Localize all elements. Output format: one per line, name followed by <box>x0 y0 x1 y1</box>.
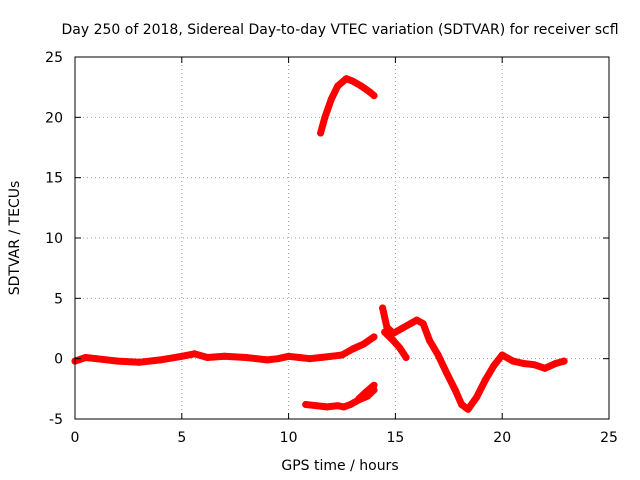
data-point <box>458 401 466 408</box>
data-point <box>389 337 397 345</box>
data-point <box>221 352 228 360</box>
data-point <box>370 333 378 341</box>
x-tick-label: 25 <box>600 430 618 446</box>
data-point <box>349 77 357 85</box>
y-tick-label: 20 <box>45 110 63 126</box>
x-tick-label: 15 <box>386 430 404 446</box>
data-point <box>370 381 378 389</box>
data-point <box>317 354 325 361</box>
series-dip-branch <box>381 328 410 361</box>
data-point <box>203 354 211 361</box>
data-point <box>327 95 335 103</box>
data-point <box>302 401 310 408</box>
data-point <box>434 351 442 359</box>
data-point <box>509 357 517 365</box>
x-tick-label: 10 <box>280 430 298 446</box>
data-point <box>274 355 282 363</box>
x-tick-label: 20 <box>493 430 511 446</box>
data-point <box>451 386 459 394</box>
data-point <box>552 360 560 367</box>
data-point <box>520 360 528 367</box>
x-tick-label: 5 <box>177 430 186 446</box>
data-point <box>362 389 369 396</box>
data-point <box>321 113 329 121</box>
y-tick-label: 25 <box>45 50 63 66</box>
data-point <box>357 82 365 90</box>
data-point <box>473 393 481 401</box>
x-axis-label: GPS time / hours <box>281 458 398 474</box>
y-axis-label: SDTVAR / TECUs <box>7 181 23 296</box>
y-tick-label: 5 <box>54 291 63 307</box>
data-point <box>295 354 303 361</box>
data-point <box>481 376 489 384</box>
data-point <box>334 82 342 90</box>
data-point <box>342 75 350 83</box>
data-point <box>306 355 314 363</box>
tick-layer: 0 5 10 15 20 25 -5 0 5 10 15 20 25 <box>45 50 618 446</box>
data-point <box>312 402 320 410</box>
data-point <box>381 328 389 336</box>
data-point <box>541 364 549 372</box>
data-point <box>338 351 346 359</box>
grid <box>75 57 609 419</box>
data-point <box>135 358 143 366</box>
data-point <box>82 354 90 361</box>
data-point <box>349 345 357 353</box>
data-point <box>178 352 186 360</box>
data-point <box>359 340 367 348</box>
series-layer <box>71 75 568 413</box>
data-point <box>327 352 335 360</box>
data-point <box>464 405 472 413</box>
data-point <box>413 316 421 324</box>
data-point <box>317 129 325 137</box>
data-point <box>370 92 378 100</box>
data-point <box>498 351 506 359</box>
data-point <box>334 402 342 410</box>
chart-title: Day 250 of 2018, Sidereal Day-to-day VTE… <box>61 22 618 38</box>
data-point <box>396 344 404 352</box>
data-point <box>490 362 498 370</box>
data-point <box>191 350 199 358</box>
data-point <box>340 403 348 411</box>
series-rising-arc <box>338 333 378 359</box>
series-upper-arc <box>317 75 378 137</box>
data-point <box>426 337 434 345</box>
data-point <box>379 304 387 312</box>
data-point <box>355 395 363 402</box>
data-point <box>443 369 451 377</box>
data-point <box>263 356 271 364</box>
data-point <box>156 356 164 364</box>
y-tick-label: -5 <box>49 412 63 428</box>
data-point <box>398 325 406 332</box>
data-point <box>285 352 293 360</box>
data-point <box>323 403 331 411</box>
data-point <box>406 320 414 328</box>
data-point <box>530 361 538 369</box>
data-point <box>242 354 250 361</box>
data-point <box>560 357 568 365</box>
data-point <box>92 355 100 363</box>
y-tick-label: 15 <box>45 171 63 187</box>
data-point <box>402 354 410 361</box>
x-tick-label: 0 <box>71 430 80 446</box>
y-tick-label: 0 <box>54 352 63 368</box>
y-tick-label: 10 <box>45 231 63 247</box>
data-point <box>114 357 122 365</box>
data-point <box>419 320 427 328</box>
data-point <box>347 401 354 408</box>
